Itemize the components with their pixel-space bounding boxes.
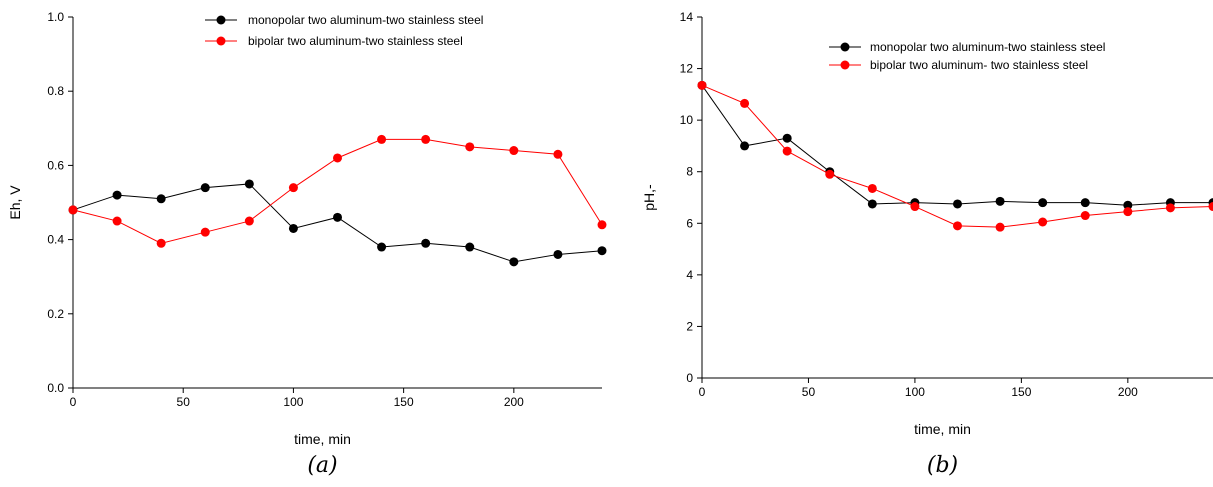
data-point (465, 142, 475, 152)
data-point (995, 196, 1005, 206)
panel-label: (b) (927, 453, 958, 478)
legend-label-2: bipolar two aluminum- two stainless stee… (870, 58, 1088, 72)
x-tick-label: 100 (283, 395, 303, 409)
data-point (597, 220, 607, 230)
data-point (1123, 200, 1133, 210)
x-tick-label: 150 (1011, 385, 1031, 399)
data-point (740, 98, 750, 108)
data-point (697, 80, 707, 90)
data-point (553, 249, 563, 259)
chart-panel-2: 0 2 4 6 8 10 12 14 0 50 100 150 200 time, min pH,- (b) m… (641, 10, 1213, 478)
data-point (112, 190, 122, 200)
x-axis-title: time, min (914, 421, 971, 437)
data-point (1208, 202, 1213, 212)
y-tick-label: 12 (680, 62, 694, 76)
data-point (68, 205, 78, 215)
data-point (156, 238, 166, 248)
data-point (333, 153, 342, 163)
data-point (288, 223, 298, 233)
data-point (509, 257, 519, 267)
data-point (910, 202, 920, 212)
x-tick-label: 0 (699, 385, 706, 399)
data-point (244, 179, 254, 189)
data-point (421, 134, 431, 144)
panel-label: (a) (307, 453, 337, 478)
data-point (1080, 198, 1090, 208)
data-point (782, 133, 792, 143)
data-point (1038, 217, 1048, 227)
data-point (421, 238, 431, 248)
legend-label-1: monopolar two aluminum-two stainless ste… (248, 13, 483, 27)
y-tick-label: 0.8 (47, 84, 64, 98)
data-point (288, 183, 298, 193)
legend-marker-2 (216, 36, 226, 46)
x-axis-title: time, min (294, 431, 351, 447)
data-point (112, 216, 122, 226)
data-point (333, 212, 342, 222)
x-tick-label: 50 (177, 395, 191, 409)
y-tick-label: 0 (686, 371, 693, 385)
data-point (200, 183, 210, 193)
data-point (553, 149, 563, 159)
chart-panel-1: 0.0 0.2 0.4 0.6 0.8 1.0 0 50 100 150 200 time, min E… (7, 10, 607, 478)
legend-label-1: monopolar two aluminum-two stainless ste… (870, 40, 1105, 54)
y-tick-label: 0.6 (47, 158, 64, 172)
y-tick-label: 0.4 (47, 233, 64, 247)
y-tick-label: 2 (686, 319, 693, 333)
y-tick-label: 4 (686, 268, 693, 282)
data-point (377, 134, 387, 144)
x-tick-label: 200 (1118, 385, 1138, 399)
data-point (465, 242, 475, 252)
data-point (867, 183, 877, 193)
legend-marker-1 (840, 42, 850, 52)
data-point (377, 242, 387, 252)
x-tick-label: 200 (504, 395, 524, 409)
y-tick-label: 6 (686, 216, 693, 230)
data-point (1123, 207, 1133, 217)
data-point (1165, 203, 1175, 213)
y-tick-label: 14 (680, 10, 694, 24)
data-point (200, 227, 210, 237)
y-tick-label: 0.2 (47, 307, 64, 321)
data-point (1038, 198, 1048, 208)
legend-marker-2 (840, 60, 850, 70)
data-point (782, 146, 792, 156)
data-point (953, 221, 962, 231)
data-point (953, 199, 962, 209)
y-tick-label: 8 (686, 165, 693, 179)
legend-label-2: bipolar two aluminum-two stainless steel (248, 34, 463, 48)
data-point (156, 194, 166, 204)
y-tick-label: 0.0 (47, 381, 64, 395)
data-point (597, 246, 607, 256)
x-tick-label: 150 (394, 395, 414, 409)
data-point (244, 216, 254, 226)
plot-area (697, 80, 1213, 232)
y-tick-label: 1.0 (47, 10, 64, 24)
plot-area (68, 134, 607, 267)
data-point (867, 199, 877, 209)
y-axis-title: pH,- (641, 184, 657, 211)
x-tick-label: 50 (802, 385, 816, 399)
y-axis-title: Eh, V (7, 185, 23, 220)
data-point (509, 146, 519, 156)
data-point (995, 222, 1005, 232)
x-tick-label: 0 (70, 395, 77, 409)
series-line-1 (701, 85, 1213, 206)
y-tick-label: 10 (680, 113, 694, 127)
data-point (825, 169, 835, 179)
x-tick-label: 100 (905, 385, 925, 399)
series-line-1 (72, 183, 603, 263)
legend-marker-1 (216, 15, 226, 25)
data-point (1080, 211, 1090, 221)
data-point (740, 141, 750, 151)
